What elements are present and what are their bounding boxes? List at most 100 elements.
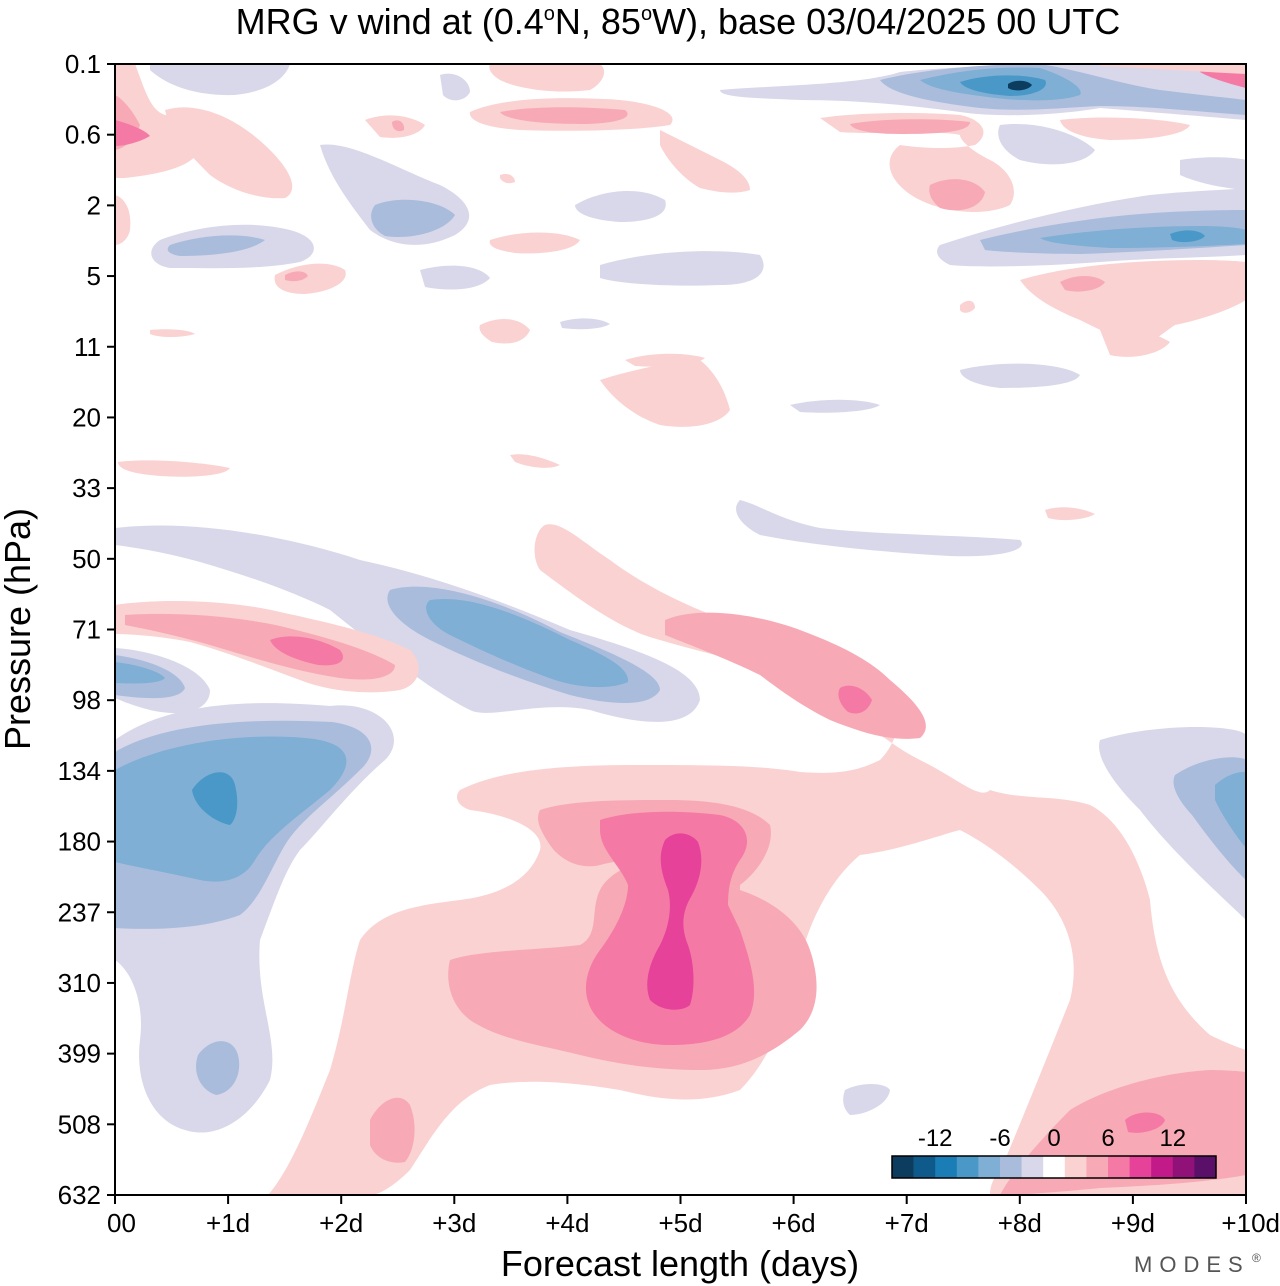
positive-region (838, 685, 872, 714)
contour-field (115, 64, 1246, 1195)
y-tick-label: 5 (87, 261, 101, 291)
x-tick-label: +8d (998, 1208, 1042, 1238)
y-tick-label: 310 (58, 968, 101, 998)
svg-text:MODES: MODES (1134, 1252, 1250, 1277)
negative-region (115, 662, 165, 684)
colorbar-swatch (1194, 1156, 1217, 1178)
y-tick-label: 98 (72, 685, 101, 715)
positive-region (1060, 117, 1190, 140)
positive-region (625, 353, 705, 367)
colorbar-swatch (913, 1156, 936, 1178)
positive-region (500, 173, 515, 184)
negative-region (843, 1084, 890, 1115)
y-tick-label: 33 (72, 473, 101, 503)
negative-region (420, 265, 490, 290)
negative-region (371, 199, 455, 238)
y-tick-label: 0.6 (65, 120, 101, 150)
negative-region (167, 235, 265, 256)
x-tick-label: +4d (545, 1208, 589, 1238)
negative-region (960, 363, 1080, 388)
negative-region (440, 73, 470, 101)
positive-region (118, 460, 230, 477)
colorbar-swatch (978, 1156, 1001, 1178)
colorbar-swatch (1172, 1156, 1195, 1178)
x-tick-label: +5d (658, 1208, 702, 1238)
positive-region (1100, 64, 1246, 74)
positive-region (600, 360, 730, 427)
y-tick-label: 2 (87, 190, 101, 220)
positive-region (479, 318, 530, 344)
x-tick-label: +7d (885, 1208, 929, 1238)
y-tick-label: 237 (58, 897, 101, 927)
x-tick-label: +6d (772, 1208, 816, 1238)
y-tick-label: 0.1 (65, 49, 101, 79)
x-tick-label: +3d (432, 1208, 476, 1238)
x-axis: 00 +1d +2d +3d +4d +5d +6d +7d +8d +9d +10d (107, 1195, 1280, 1238)
positive-region (270, 636, 344, 666)
colorbar-frame (891, 1155, 1217, 1179)
colorbar-tick-label: -6 (989, 1125, 1010, 1152)
svg-text:®: ® (1252, 1251, 1261, 1265)
y-tick-label: 508 (58, 1109, 101, 1139)
colorbar-swatch (935, 1156, 958, 1178)
colorbar-tick-label: 12 (1159, 1125, 1186, 1152)
negative-region (560, 318, 610, 330)
positive-region (660, 130, 750, 193)
colorbar-swatch (1000, 1156, 1022, 1178)
positive-region (960, 300, 975, 313)
x-tick-label: +1d (206, 1208, 250, 1238)
x-axis-label: Forecast length (days) (501, 1243, 859, 1284)
colorbar-swatch (1129, 1156, 1152, 1178)
y-tick-label: 134 (58, 756, 101, 786)
colorbar-swatch (1151, 1156, 1174, 1178)
x-tick-label: 00 (107, 1208, 136, 1238)
positive-region (1100, 328, 1170, 357)
y-tick-label: 632 (58, 1180, 101, 1210)
positive-region (115, 64, 203, 178)
positive-region (115, 120, 150, 146)
positive-region (1045, 507, 1095, 521)
colorbar-swatch (1064, 1156, 1087, 1178)
y-tick-label: 399 (58, 1039, 101, 1069)
negative-region (575, 190, 666, 222)
positive-region (150, 329, 195, 337)
negative-region (426, 598, 629, 688)
colorbar-swatch (892, 1156, 914, 1178)
x-tick-label: +9d (1111, 1208, 1155, 1238)
positive-region (165, 107, 293, 199)
colorbar-swatch (1043, 1156, 1066, 1178)
positive-region (510, 454, 560, 468)
colorbar: -12 -6 0 6 12 (891, 1125, 1217, 1179)
colorbar-swatch (1108, 1156, 1130, 1178)
x-tick-label: +10d (1221, 1208, 1280, 1238)
colorbar-swatch (1086, 1156, 1109, 1178)
y-tick-label: 11 (74, 332, 101, 362)
negative-region (998, 124, 1095, 165)
chart-title: MRG v wind at (0.4oN, 85oW), base 03/04/… (236, 1, 1121, 42)
positive-region (500, 107, 628, 124)
positive-region (115, 195, 131, 245)
colorbar-tick-label: 6 (1101, 1125, 1114, 1152)
colorbar-tick-label: -12 (918, 1125, 953, 1152)
negative-region (1170, 230, 1205, 243)
positive-region (1060, 276, 1105, 292)
negative-region (1180, 157, 1246, 190)
positive-region (647, 833, 702, 1010)
positive-region (929, 179, 985, 211)
y-tick-label: 50 (72, 544, 101, 574)
positive-region (850, 119, 970, 134)
positive-region (392, 120, 405, 132)
negative-region (1008, 80, 1032, 91)
negative-region (600, 251, 764, 286)
positive-region (370, 1097, 415, 1163)
y-tick-label: 71 (72, 615, 101, 645)
colorbar-swatch (956, 1156, 979, 1178)
positive-region (665, 612, 926, 739)
positive-region (285, 271, 308, 282)
y-axis: 0.1 0.6 2 5 11 20 33 50 71 98 134 180 237 310 399 508 63… (58, 49, 115, 1210)
y-axis-label: Pressure (hPa) (0, 508, 38, 750)
x-tick-label: +2d (319, 1208, 363, 1238)
positive-region (274, 263, 346, 294)
colorbar-swatch (1021, 1156, 1044, 1178)
